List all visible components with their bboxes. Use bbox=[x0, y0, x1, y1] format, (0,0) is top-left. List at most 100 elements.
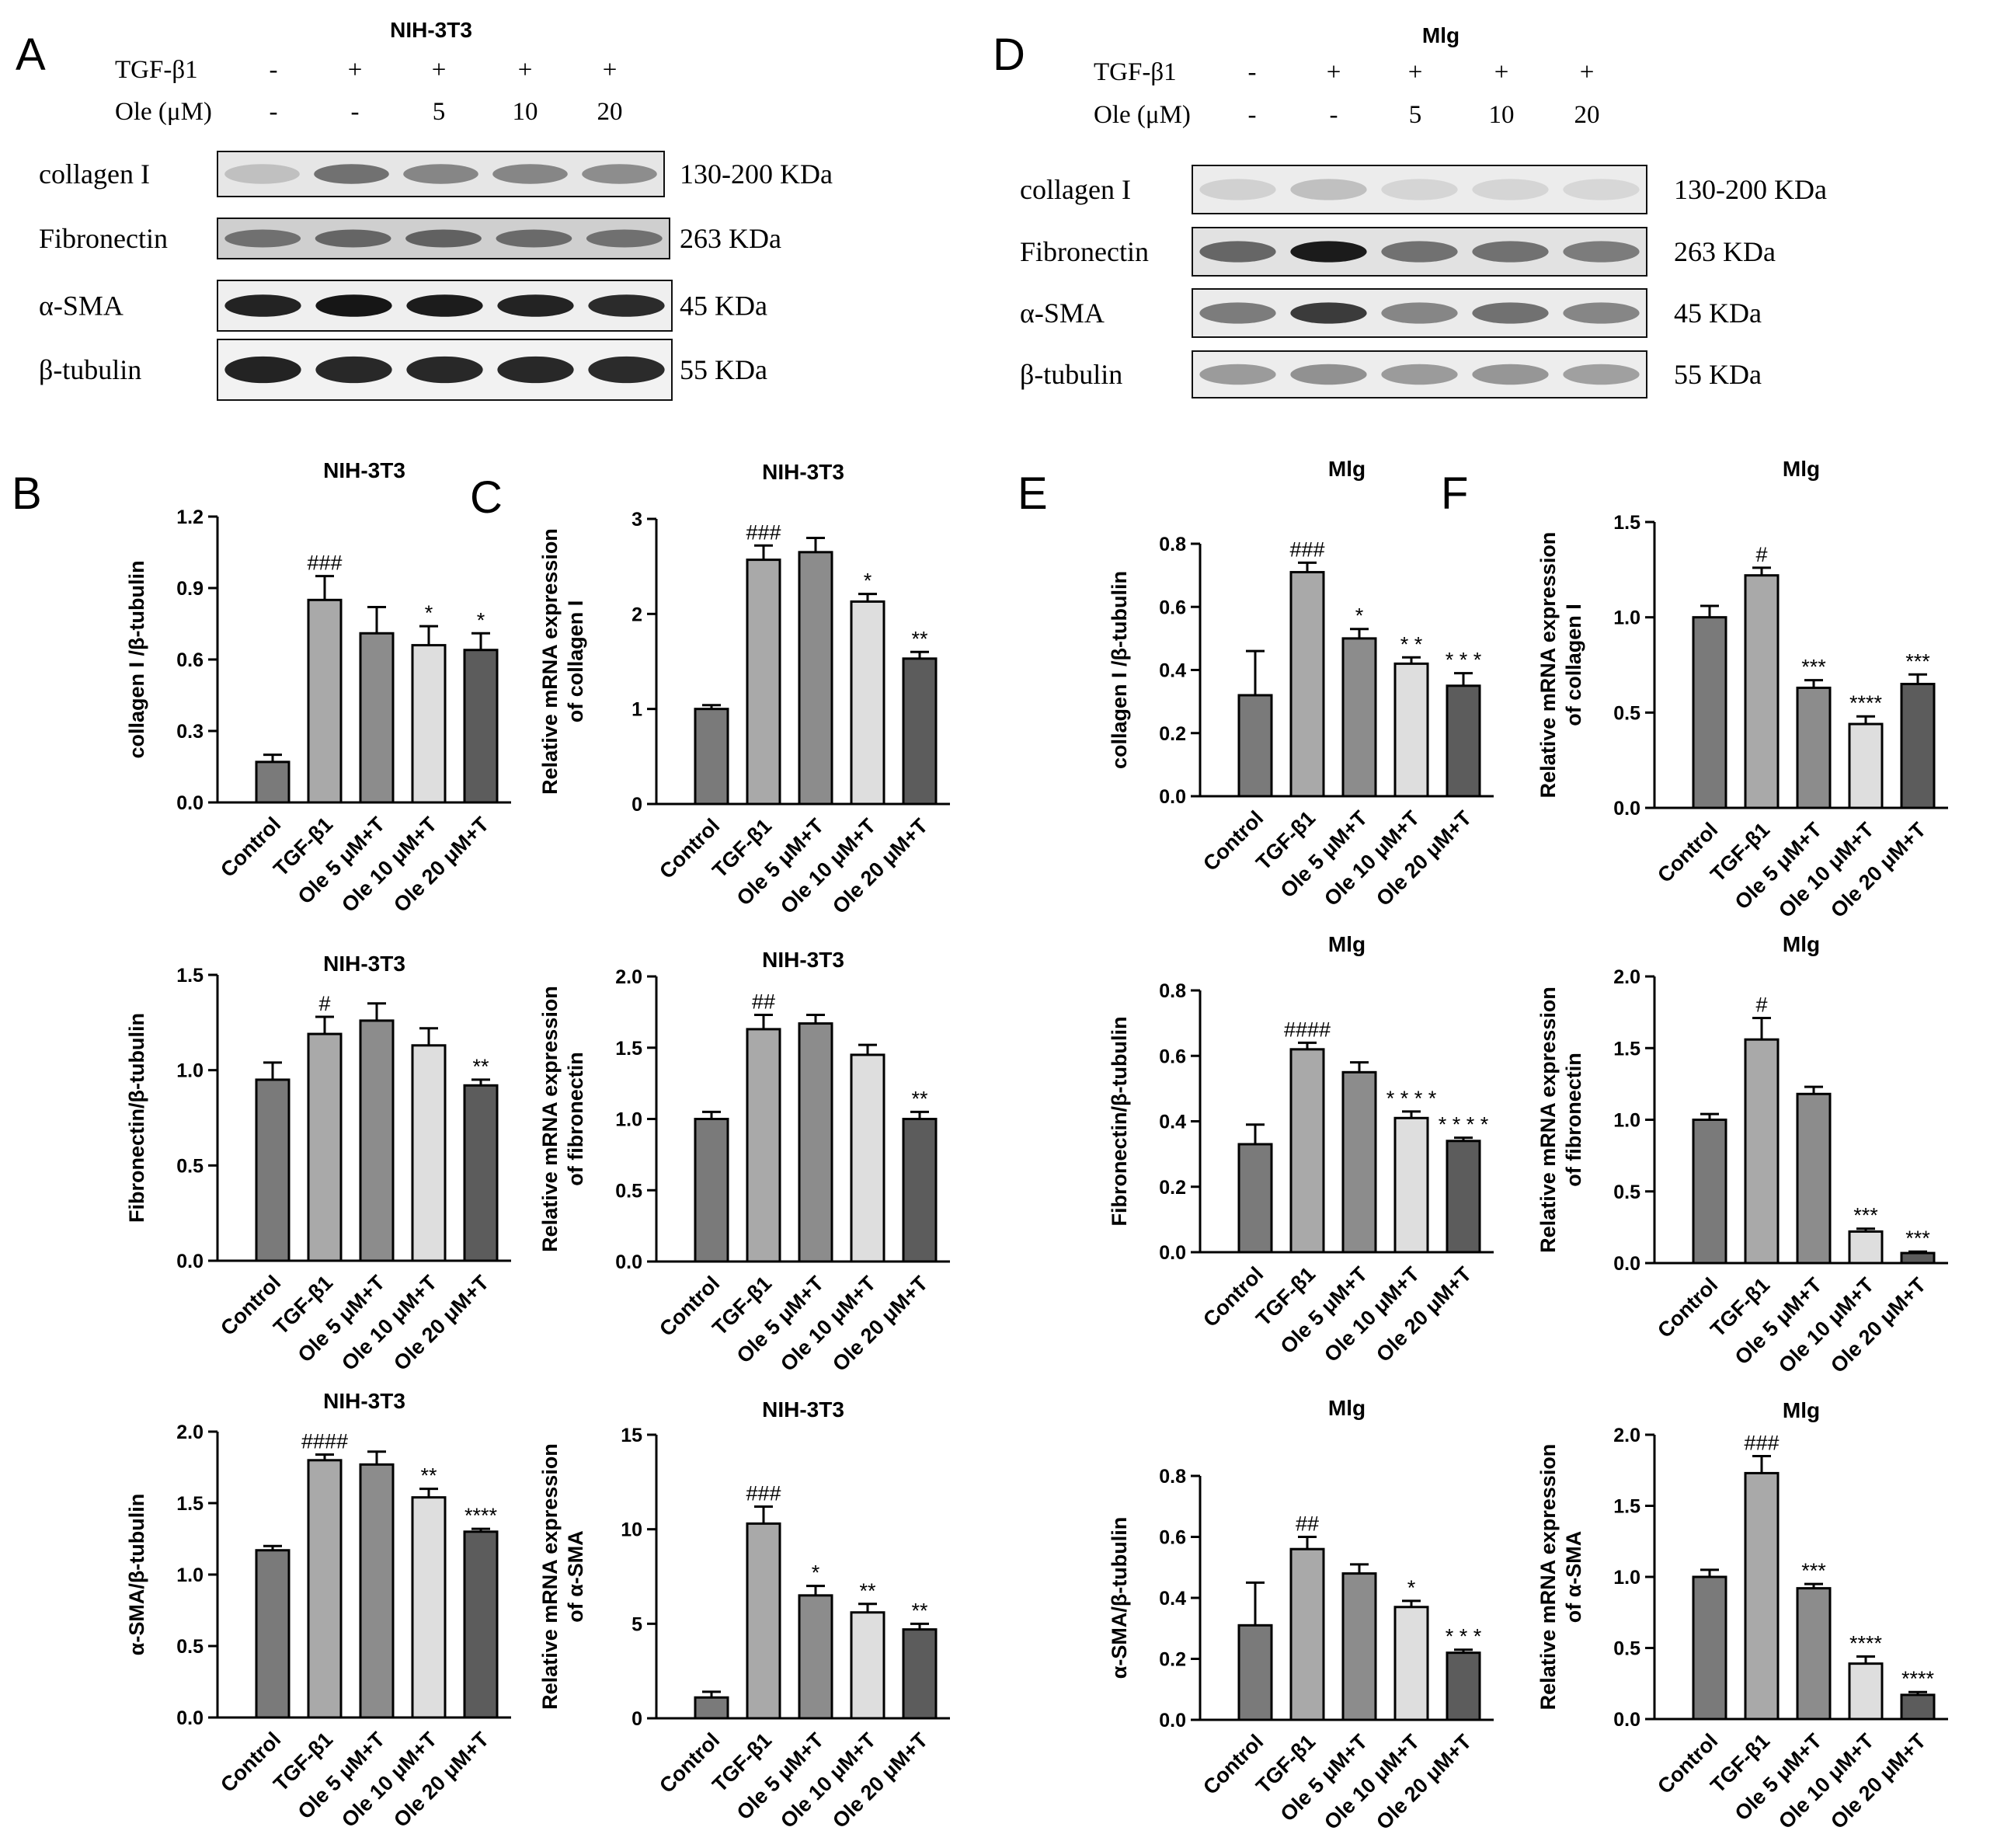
blot-band bbox=[1381, 302, 1458, 324]
y-tick-label: 0.6 bbox=[1159, 597, 1186, 618]
y-tick-label: 0.0 bbox=[1613, 798, 1640, 820]
significance-marker: ### bbox=[746, 520, 781, 544]
bar bbox=[902, 1118, 938, 1263]
treatment-label: Ole (μM) bbox=[115, 98, 212, 126]
y-axis-label: of α-SMA bbox=[1562, 1531, 1585, 1624]
blot-band bbox=[1290, 302, 1367, 324]
blot-band bbox=[314, 164, 389, 184]
blot-band bbox=[224, 229, 301, 248]
bar bbox=[850, 600, 885, 806]
significance-marker: **** bbox=[1849, 691, 1883, 715]
protein-label: β-tubulin bbox=[39, 354, 141, 385]
y-tick-label: 0.5 bbox=[615, 1180, 642, 1202]
significance-marker: ** bbox=[911, 1087, 928, 1110]
y-tick-label: 0.0 bbox=[615, 1251, 642, 1273]
significance-marker: * * * bbox=[1446, 649, 1482, 672]
y-tick-label: 1.2 bbox=[176, 506, 204, 528]
chart-title: NIH-3T3 bbox=[323, 458, 405, 482]
y-tick-label: 0.6 bbox=[176, 649, 204, 671]
y-tick-label: 0 bbox=[631, 1708, 642, 1730]
y-tick-label: 2.0 bbox=[615, 966, 642, 988]
y-tick-label: 15 bbox=[621, 1425, 642, 1446]
y-tick-label: 0.0 bbox=[1613, 1709, 1640, 1731]
molecular-weight-label: 263 KDa bbox=[1674, 236, 1776, 267]
protein-label: collagen I bbox=[39, 158, 150, 190]
bar bbox=[1692, 1119, 1727, 1265]
significance-marker: * bbox=[1355, 604, 1364, 628]
bar bbox=[1393, 662, 1429, 798]
bar bbox=[1446, 1140, 1481, 1254]
treatment-value: + bbox=[518, 56, 533, 84]
y-tick-label: 2.0 bbox=[1613, 1425, 1640, 1446]
chart-title: Mlg bbox=[1783, 457, 1820, 481]
y-axis-label: of collagen I bbox=[1562, 604, 1585, 726]
molecular-weight-label: 130-200 KDa bbox=[680, 158, 833, 190]
y-tick-label: 1.5 bbox=[1613, 1496, 1640, 1518]
significance-marker: * bbox=[864, 569, 872, 593]
significance-marker: * bbox=[425, 601, 433, 625]
blot-band bbox=[403, 164, 478, 184]
blot-band bbox=[1563, 364, 1640, 385]
blot-band bbox=[582, 164, 657, 184]
treatment-value: 20 bbox=[597, 98, 623, 126]
y-tick-label: 1.5 bbox=[615, 1038, 642, 1060]
significance-marker: ** bbox=[472, 1055, 489, 1078]
bar bbox=[359, 1463, 395, 1719]
significance-marker: # bbox=[1755, 994, 1767, 1017]
blot-band bbox=[492, 164, 568, 184]
y-tick-label: 5 bbox=[631, 1613, 642, 1635]
blot-band bbox=[1290, 241, 1367, 263]
y-tick-label: 0.0 bbox=[176, 792, 204, 814]
y-axis-label: collagen I /β-tubulin bbox=[125, 561, 148, 759]
bar bbox=[798, 1022, 833, 1263]
molecular-weight-label: 263 KDa bbox=[680, 223, 781, 254]
significance-marker: ** bbox=[911, 627, 928, 650]
y-tick-label: 0.3 bbox=[176, 721, 204, 743]
y-tick-label: 1.0 bbox=[1613, 1567, 1640, 1589]
bar bbox=[746, 1522, 781, 1720]
bar bbox=[746, 1028, 781, 1263]
chart-title: Mlg bbox=[1328, 1396, 1366, 1420]
chart-title: NIH-3T3 bbox=[323, 1389, 405, 1413]
y-axis-label: Fibronectin/β-tubulin bbox=[1108, 1017, 1131, 1227]
treatment-value: + bbox=[348, 56, 363, 84]
significance-marker: **** bbox=[1849, 1631, 1883, 1655]
significance-marker: ## bbox=[752, 990, 775, 1014]
blot-band bbox=[1199, 241, 1276, 263]
bar bbox=[1393, 1606, 1429, 1721]
treatment-value: - bbox=[1248, 101, 1257, 129]
blot-band bbox=[224, 356, 301, 384]
y-axis-label: Relative mRNA expression bbox=[538, 986, 562, 1252]
blot-band bbox=[1563, 241, 1640, 263]
y-tick-label: 1.5 bbox=[1613, 1038, 1640, 1060]
bar bbox=[255, 1549, 291, 1719]
significance-marker: # bbox=[318, 992, 330, 1015]
blot-row: β-tubulin 55 KDa bbox=[1020, 350, 1762, 398]
y-tick-label: 1.5 bbox=[1613, 512, 1640, 534]
y-tick-label: 0.2 bbox=[1159, 1177, 1186, 1199]
chart-title: Mlg bbox=[1783, 1398, 1820, 1422]
blot-row: collagen I 130-200 KDa bbox=[39, 151, 833, 197]
significance-marker: #### bbox=[301, 1429, 348, 1453]
bar bbox=[411, 644, 447, 804]
treatment-value: + bbox=[1580, 58, 1595, 86]
significance-marker: #### bbox=[1284, 1018, 1331, 1041]
y-tick-label: 1 bbox=[631, 699, 642, 721]
bar bbox=[1341, 1572, 1377, 1721]
protein-label: α-SMA bbox=[1020, 298, 1105, 329]
bar bbox=[359, 632, 395, 804]
bar bbox=[1900, 1251, 1936, 1265]
treatment-value: 5 bbox=[433, 98, 446, 126]
bar bbox=[463, 649, 499, 804]
y-axis-label: of fibronectin bbox=[564, 1052, 587, 1185]
y-tick-label: 0.8 bbox=[1159, 534, 1186, 555]
protein-label: Fibronectin bbox=[1020, 236, 1149, 267]
panel-letter: B bbox=[12, 468, 42, 519]
chart-title: Mlg bbox=[1328, 457, 1366, 481]
significance-marker: * * bbox=[1400, 632, 1423, 656]
bar bbox=[694, 1696, 729, 1720]
y-tick-label: 0.5 bbox=[1613, 1182, 1640, 1203]
treatment-value: + bbox=[603, 56, 618, 84]
bar bbox=[1446, 684, 1481, 798]
treatment-value: - bbox=[270, 56, 278, 84]
